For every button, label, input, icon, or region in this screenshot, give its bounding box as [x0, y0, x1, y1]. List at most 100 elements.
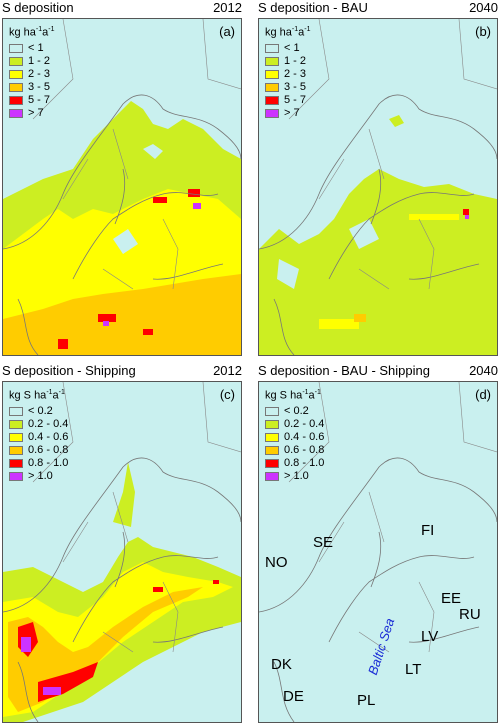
legend-item: 1 - 2 [265, 55, 311, 68]
legend-swatch [9, 108, 23, 118]
hotspot [153, 197, 167, 203]
legend-label: 0.4 - 0.6 [284, 430, 325, 443]
legend: kg S ha-1a-1 < 0.2 0.2 - 0.4 0.4 - 0.6 0… [9, 386, 68, 483]
legend-mid: a [52, 389, 59, 402]
legend-sup: -1 [291, 26, 299, 33]
country-label-ru: RU [459, 606, 481, 623]
legend-item: < 0.2 [9, 405, 68, 418]
deposition-zone-clean [113, 144, 163, 254]
country-label-pl: PL [357, 692, 376, 709]
legend-label: 1 - 2 [284, 54, 307, 67]
map-area: kg ha-1a-1 < 1 1 - 2 2 - 3 3 - 5 5 - 7 >… [2, 18, 242, 356]
legend-title-text: kg S ha [9, 389, 47, 402]
deposition-zone-low [113, 462, 135, 527]
legend-item: 5 - 7 [9, 94, 55, 107]
legend-item: < 0.2 [265, 405, 324, 418]
legend-mid: a [308, 389, 315, 402]
hotspot [98, 314, 116, 322]
legend-title: kg S ha-1a-1 [265, 386, 324, 403]
legend-label: > 1.0 [284, 469, 309, 482]
legend-item: 3 - 5 [265, 81, 311, 94]
hotspot [465, 215, 469, 219]
border-lines [288, 382, 497, 653]
hotspot [58, 339, 68, 349]
legend-swatch [9, 445, 23, 455]
border-lines [32, 19, 241, 290]
panel-d: S deposition - BAU - Shipping 2040 kg S … [256, 363, 500, 726]
legend-item: 1 - 2 [9, 55, 55, 68]
legend-label: 0.6 - 0.8 [284, 443, 325, 456]
hotspot [213, 580, 219, 584]
legend-mid: a [298, 26, 305, 39]
panel-year: 2040 [469, 0, 498, 15]
coastline [3, 457, 241, 722]
legend-label: 0.2 - 0.4 [28, 417, 69, 430]
legend-title-text: kg ha [9, 26, 36, 39]
deposition-zone-high [3, 274, 241, 355]
legend-item: > 7 [265, 107, 311, 120]
legend-swatch [265, 95, 279, 105]
legend-item: 0.8 - 1.0 [9, 457, 68, 470]
panel-a: S deposition 2012 kg ha-1a-1 < 1 1 - 2 2… [0, 0, 244, 360]
hotspot [153, 587, 163, 592]
hotspot [463, 209, 469, 215]
panel-year: 2012 [213, 0, 242, 15]
hotspot [193, 203, 201, 209]
legend: kg ha-1a-1 < 1 1 - 2 2 - 3 3 - 5 5 - 7 >… [265, 23, 311, 120]
legend-swatch [9, 471, 23, 481]
coastline [259, 94, 497, 355]
deposition-zone-low [259, 169, 497, 355]
panel-title: S deposition - Shipping [2, 363, 136, 378]
panel-label: (d) [475, 387, 491, 402]
legend-swatch [265, 445, 279, 455]
legend-label: < 0.2 [284, 404, 309, 417]
map-area: kg ha-1a-1 < 1 1 - 2 2 - 3 3 - 5 5 - 7 >… [258, 18, 498, 356]
legend-sup: -1 [302, 389, 309, 396]
border-lines [288, 19, 497, 290]
panel-year: 2040 [469, 363, 498, 378]
deposition-map [3, 382, 241, 722]
legend-swatch [265, 82, 279, 92]
legend-swatch [9, 56, 23, 66]
legend-label: 0.2 - 0.4 [284, 417, 325, 430]
panel-title: S deposition - BAU - Shipping [258, 363, 430, 378]
legend-item: 2 - 3 [9, 68, 55, 81]
legend-title: kg S ha-1a-1 [9, 386, 68, 403]
panel-label: (c) [219, 387, 235, 402]
panel-title: S deposition [2, 0, 74, 15]
legend-swatch [9, 419, 23, 429]
legend-item: 3 - 5 [9, 81, 55, 94]
hotspot [143, 329, 153, 335]
country-label-ee: EE [441, 590, 462, 607]
legend-label: < 0.2 [28, 404, 53, 417]
legend-sup: -1 [314, 389, 321, 396]
legend-label: 0.4 - 0.6 [28, 430, 69, 443]
legend-item: < 1 [265, 42, 311, 55]
country-label-dk: DK [271, 656, 292, 673]
legend-label: 5 - 7 [28, 93, 51, 106]
legend-label: 2 - 3 [284, 67, 307, 80]
legend-label: > 7 [28, 106, 44, 119]
legend-label: < 1 [284, 41, 300, 54]
panel-label: (a) [219, 24, 235, 39]
legend-sup: -1 [48, 26, 55, 33]
panel-b: S deposition - BAU 2040 kg ha-1a-1 < 1 1… [256, 0, 500, 360]
legend-swatch [9, 406, 23, 416]
legend-item: > 1.0 [265, 470, 324, 483]
legend-item: 0.2 - 0.4 [9, 418, 68, 431]
legend-swatch [265, 69, 279, 79]
legend-swatch [9, 43, 23, 53]
legend-item: < 1 [9, 42, 55, 55]
deposition-map [259, 19, 497, 355]
panel-label: (b) [475, 24, 491, 39]
country-label-de: DE [283, 688, 304, 705]
legend-label: 0.8 - 1.0 [284, 456, 325, 469]
legend-label: < 1 [28, 41, 44, 54]
coastline [259, 457, 497, 722]
deposition-zone-low [389, 115, 404, 127]
legend-item: 0.8 - 1.0 [265, 457, 324, 470]
legend-swatch [265, 471, 279, 481]
deposition-map [3, 19, 241, 355]
deposition-zone-clean [277, 219, 379, 289]
deposition-zone-high [354, 314, 366, 322]
